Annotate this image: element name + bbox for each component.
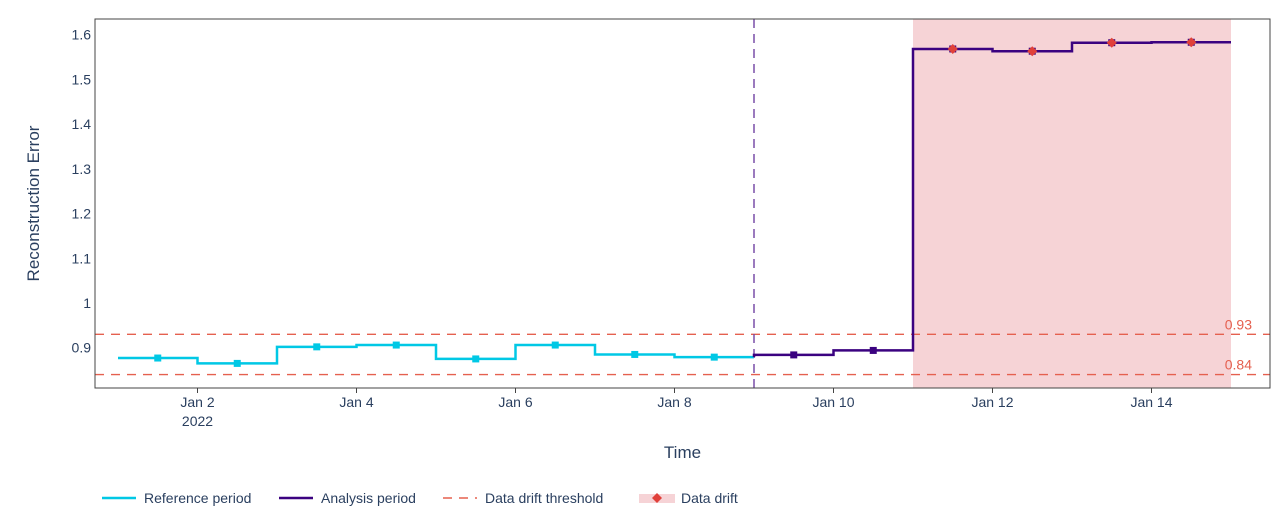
series-marker — [551, 341, 559, 349]
legend-item[interactable]: Analysis period — [279, 490, 416, 506]
series-marker — [790, 351, 798, 359]
series-marker — [631, 350, 639, 358]
x-tick-label: Jan 4 — [339, 394, 373, 410]
y-tick-label: 1.4 — [72, 116, 92, 132]
legend-item[interactable]: Data drift threshold — [443, 490, 603, 506]
y-tick-label: 0.9 — [72, 340, 92, 356]
legend-item[interactable]: Data drift — [639, 490, 738, 506]
x-axis-ticks: Jan 2 2022 Jan 4 Jan 6 Jan 8 Jan 10 Jan 12 Jan … — [180, 388, 1173, 429]
drift-marker — [1027, 46, 1038, 57]
legend-label: Data drift threshold — [485, 490, 603, 506]
drift-marker — [1106, 37, 1117, 48]
series-line — [118, 343, 754, 365]
y-tick-label: 1.1 — [72, 250, 92, 266]
y-tick-label: 1.6 — [72, 27, 92, 43]
legend-label: Reference period — [144, 490, 251, 506]
series-marker — [472, 355, 480, 363]
legend[interactable]: Reference period Analysis period Data drif… — [102, 490, 738, 506]
series-marker — [154, 354, 162, 362]
x-tick-sublabel: 2022 — [182, 413, 213, 429]
threshold-label: 0.93 — [1225, 316, 1252, 332]
series-marker — [233, 359, 241, 367]
legend-label: Analysis period — [321, 490, 416, 506]
y-tick-label: 1.2 — [72, 206, 92, 222]
series-marker — [710, 353, 718, 361]
y-axis-title: Reconstruction Error — [24, 125, 43, 281]
y-tick-label: 1 — [83, 295, 91, 311]
drift-region-layer — [913, 19, 1231, 388]
x-tick-label: Jan 2 — [180, 394, 214, 410]
drift-region — [913, 19, 1231, 388]
x-tick-label: Jan 10 — [812, 394, 854, 410]
legend-marker — [652, 493, 662, 503]
threshold-label: 0.84 — [1225, 357, 1252, 373]
legend-label: Data drift — [681, 490, 738, 506]
y-tick-label: 1.5 — [72, 71, 92, 87]
y-axis-ticks: 0.9 1 1.1 1.2 1.3 1.4 1.5 1.6 — [72, 27, 92, 356]
x-tick-label: Jan 6 — [498, 394, 532, 410]
plot-frame — [94, 18, 1271, 389]
series-marker — [392, 341, 400, 349]
threshold-layer: 0.93 0.84 — [95, 316, 1270, 376]
drift-marker — [947, 43, 958, 54]
y-tick-label: 1.3 — [72, 161, 92, 177]
legend-item[interactable]: Reference period — [102, 490, 251, 506]
x-tick-label: Jan 14 — [1130, 394, 1172, 410]
series-marker — [869, 346, 877, 354]
marker-layer — [154, 37, 1197, 367]
x-axis-title: Time — [664, 443, 701, 462]
series-marker — [313, 343, 321, 351]
x-tick-label: Jan 8 — [657, 394, 691, 410]
drift-marker — [1186, 37, 1197, 48]
x-tick-label: Jan 12 — [971, 394, 1013, 410]
series-line — [752, 41, 1231, 358]
